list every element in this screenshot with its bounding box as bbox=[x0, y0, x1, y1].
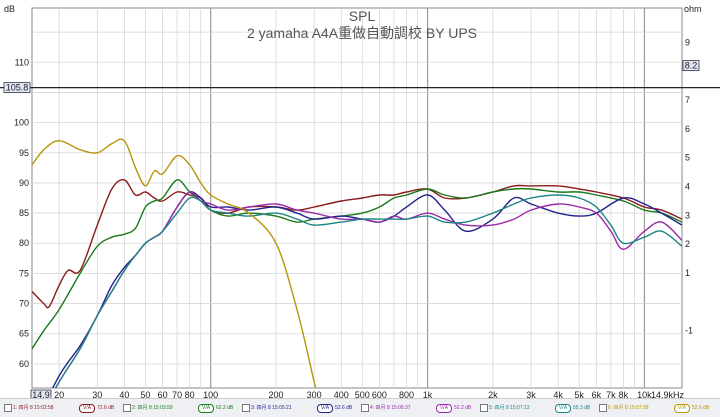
legend-item-1[interactable]: 1: 四月 8 15:02:58 V/A 72.6 dB bbox=[4, 402, 114, 414]
legend-series-name: 3: 四月 8 15:05:21 bbox=[251, 405, 292, 411]
legend-item-4[interactable]: 4: 四月 8 15:06:37 V/A 52.2 dB bbox=[361, 402, 471, 414]
legend-series-name: 2: 四月 8 15:03:59 bbox=[132, 405, 173, 411]
right-tick-label: 7 bbox=[685, 95, 690, 105]
x-start-box bbox=[30, 389, 52, 398]
right-unit-label: ohm bbox=[684, 4, 702, 14]
chart-subtitle: 2 yamaha A4A重做自動調校 BY UPS bbox=[247, 25, 477, 41]
series-line-6 bbox=[32, 138, 317, 388]
legend-color-swatch[interactable]: V/A bbox=[436, 403, 452, 413]
y-marker-value: 105.8 bbox=[6, 83, 29, 93]
x-tick-label: 30 bbox=[92, 390, 102, 398]
series-line-2 bbox=[32, 179, 682, 350]
legend-value: 62.2 dB bbox=[216, 405, 234, 411]
x-tick-label: 600 bbox=[372, 390, 387, 398]
tick-labels: 14.9 20 30 40 50 60 70 80 100 200 300 400 500 600 800 1… bbox=[3, 38, 700, 398]
x-tick-label: 100 bbox=[203, 390, 218, 398]
right-tick-label: 4 bbox=[685, 181, 690, 191]
x-tick-label: 7k bbox=[606, 390, 616, 398]
legend-series-name: 5: 四月 8 15:07:13 bbox=[489, 405, 530, 411]
legend-item-5[interactable]: 5: 四月 8 15:07:13 V/A 55.3 dB bbox=[480, 402, 590, 414]
x-tick-label: 400 bbox=[334, 390, 349, 398]
legend-checkbox[interactable] bbox=[123, 404, 131, 412]
x-tick-label: 14.9kHz bbox=[651, 390, 685, 398]
legend-checkbox[interactable] bbox=[599, 404, 607, 412]
spl-chart: 14.9 20 30 40 50 60 70 80 100 200 300 400 500 600 800 1… bbox=[0, 4, 720, 398]
legend-value: 52.2 dB bbox=[454, 405, 472, 411]
x-tick-label: 14.9 bbox=[32, 390, 50, 398]
legend-value: 55.3 dB bbox=[573, 405, 591, 411]
legend: 1: 四月 8 15:02:58 V/A 72.6 dB 2: 四月 8 15:03:… bbox=[0, 398, 720, 417]
series-group bbox=[32, 138, 682, 388]
x-tick-label: 800 bbox=[399, 390, 414, 398]
legend-checkbox[interactable] bbox=[4, 404, 12, 412]
x-tick-label: 60 bbox=[158, 390, 168, 398]
legend-series-name: 4: 四月 8 15:06:37 bbox=[370, 405, 411, 411]
legend-value: 72.6 dB bbox=[97, 405, 115, 411]
legend-color-swatch[interactable]: V/A bbox=[79, 403, 95, 413]
y-tick-label: 110 bbox=[15, 57, 29, 67]
right-tick-label: 2 bbox=[685, 239, 690, 249]
x-tick-label: 500 bbox=[355, 390, 370, 398]
y-tick-label: 85 bbox=[19, 208, 29, 218]
x-tick-label: 200 bbox=[268, 390, 283, 398]
legend-item-6[interactable]: 6: 四月 8 15:07:28 V/A 52.6 dB bbox=[599, 402, 709, 414]
legend-color-swatch[interactable]: V/A bbox=[198, 403, 214, 413]
legend-value: 52.6 dB bbox=[692, 405, 710, 411]
x-tick-label: 3k bbox=[526, 390, 536, 398]
x-tick-label: 10k bbox=[637, 390, 652, 398]
right-tick-label: 9 bbox=[685, 38, 690, 48]
x-tick-label: 8k bbox=[619, 390, 629, 398]
right-tick-label: 6 bbox=[685, 124, 690, 134]
y-tick-label: 80 bbox=[19, 238, 29, 248]
y-tick-label: 70 bbox=[19, 299, 29, 309]
right-tick-label: 5 bbox=[685, 153, 690, 163]
legend-checkbox[interactable] bbox=[361, 404, 369, 412]
x-tick-label: 5k bbox=[574, 390, 584, 398]
x-tick-label: 70 bbox=[172, 390, 182, 398]
x-tick-label: 80 bbox=[185, 390, 195, 398]
y-tick-label: 100 bbox=[14, 118, 29, 128]
right-tick-label: -1 bbox=[685, 325, 693, 335]
legend-value: 52.6 dB bbox=[335, 405, 353, 411]
y-tick-label: 95 bbox=[19, 148, 29, 158]
y-marker-box bbox=[3, 82, 31, 94]
y-tick-label: 65 bbox=[19, 329, 29, 339]
y-tick-label: 75 bbox=[19, 268, 29, 278]
x-tick-label: 6k bbox=[592, 390, 602, 398]
series-line-5 bbox=[54, 194, 682, 388]
series-line-1 bbox=[32, 178, 682, 309]
legend-checkbox[interactable] bbox=[242, 404, 250, 412]
x-tick-label: 4k bbox=[553, 390, 563, 398]
x-tick-label: 1k bbox=[423, 390, 433, 398]
left-unit-label: dB bbox=[4, 4, 15, 14]
x-tick-label: 40 bbox=[119, 390, 129, 398]
legend-color-swatch[interactable]: V/A bbox=[317, 403, 333, 413]
legend-color-swatch[interactable]: V/A bbox=[555, 403, 571, 413]
x-tick-label: 300 bbox=[307, 390, 322, 398]
right-tick-label: 1 bbox=[685, 268, 690, 278]
legend-checkbox[interactable] bbox=[480, 404, 488, 412]
x-tick-label: 2k bbox=[488, 390, 498, 398]
y-tick-label: 60 bbox=[19, 359, 29, 369]
right-marker-box bbox=[682, 60, 700, 71]
right-tick-label: 3 bbox=[685, 210, 690, 220]
legend-item-2[interactable]: 2: 四月 8 15:03:59 V/A 62.2 dB bbox=[123, 402, 233, 414]
right-marker-value: 8.2 bbox=[685, 61, 698, 71]
legend-series-name: 1: 四月 8 15:02:58 bbox=[13, 405, 54, 411]
chart-title: SPL bbox=[349, 8, 376, 24]
legend-item-3[interactable]: 3: 四月 8 15:05:21 V/A 52.6 dB bbox=[242, 402, 352, 414]
plot-area bbox=[31, 7, 683, 389]
legend-series-name: 6: 四月 8 15:07:28 bbox=[608, 405, 649, 411]
y-tick-label: 90 bbox=[19, 178, 29, 188]
x-tick-label: 50 bbox=[140, 390, 150, 398]
x-tick-label: 20 bbox=[54, 390, 64, 398]
legend-color-swatch[interactable]: V/A bbox=[674, 403, 690, 413]
